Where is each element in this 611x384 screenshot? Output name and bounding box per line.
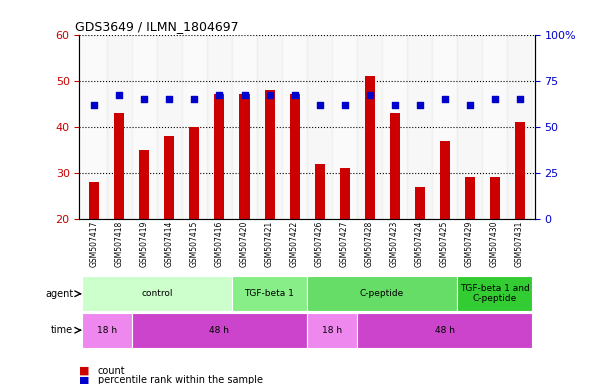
Point <box>114 92 124 98</box>
Bar <box>182 35 207 219</box>
Bar <box>340 168 349 219</box>
Bar <box>332 35 357 219</box>
Text: 48 h: 48 h <box>210 326 230 335</box>
Bar <box>407 35 432 219</box>
Bar <box>114 113 125 219</box>
Bar <box>415 187 425 219</box>
Text: TGF-beta 1 and
C-peptide: TGF-beta 1 and C-peptide <box>459 284 530 303</box>
Bar <box>189 127 199 219</box>
Point <box>164 96 174 102</box>
Bar <box>132 313 307 348</box>
Bar <box>457 35 482 219</box>
Text: ■: ■ <box>79 375 90 384</box>
Point <box>390 101 400 108</box>
Text: control: control <box>141 289 173 298</box>
Text: C-peptide: C-peptide <box>360 289 404 298</box>
Point <box>240 92 249 98</box>
Text: agent: agent <box>45 289 73 299</box>
Bar <box>82 35 107 219</box>
Bar <box>315 164 324 219</box>
Text: ■: ■ <box>79 366 90 376</box>
Bar <box>214 94 224 219</box>
Text: TGF-beta 1: TGF-beta 1 <box>244 289 295 298</box>
Bar <box>357 313 532 348</box>
Bar <box>307 313 357 348</box>
Point <box>514 96 524 102</box>
Point <box>315 101 324 108</box>
Point <box>189 96 199 102</box>
Point <box>265 92 274 98</box>
Bar <box>132 35 157 219</box>
Bar <box>307 35 332 219</box>
Bar <box>232 276 307 311</box>
Bar <box>365 76 375 219</box>
Bar <box>307 276 457 311</box>
Bar <box>232 35 257 219</box>
Bar <box>382 35 407 219</box>
Bar <box>432 35 457 219</box>
Bar <box>107 35 132 219</box>
Bar <box>207 35 232 219</box>
Bar <box>357 35 382 219</box>
Bar <box>507 35 532 219</box>
Bar <box>290 94 299 219</box>
Bar <box>514 122 525 219</box>
Bar <box>139 150 150 219</box>
Bar <box>464 177 475 219</box>
Bar <box>257 35 282 219</box>
Bar <box>89 182 100 219</box>
Point <box>440 96 450 102</box>
Text: 18 h: 18 h <box>97 326 117 335</box>
Point <box>340 101 349 108</box>
Bar <box>164 136 175 219</box>
Bar <box>489 177 500 219</box>
Text: time: time <box>51 325 73 335</box>
Point <box>290 92 299 98</box>
Point <box>490 96 500 102</box>
Text: count: count <box>98 366 125 376</box>
Text: percentile rank within the sample: percentile rank within the sample <box>98 375 263 384</box>
Text: 18 h: 18 h <box>322 326 342 335</box>
Bar <box>457 276 532 311</box>
Point <box>415 101 425 108</box>
Bar <box>282 35 307 219</box>
Point <box>214 92 224 98</box>
Point <box>139 96 149 102</box>
Text: 48 h: 48 h <box>434 326 455 335</box>
Point <box>365 92 375 98</box>
Bar <box>82 276 232 311</box>
Text: GDS3649 / ILMN_1804697: GDS3649 / ILMN_1804697 <box>75 20 238 33</box>
Bar <box>82 313 132 348</box>
Bar <box>157 35 182 219</box>
Bar <box>482 35 507 219</box>
Bar <box>240 94 249 219</box>
Bar <box>265 90 274 219</box>
Point <box>465 101 475 108</box>
Bar <box>439 141 450 219</box>
Point <box>90 101 100 108</box>
Bar <box>390 113 400 219</box>
